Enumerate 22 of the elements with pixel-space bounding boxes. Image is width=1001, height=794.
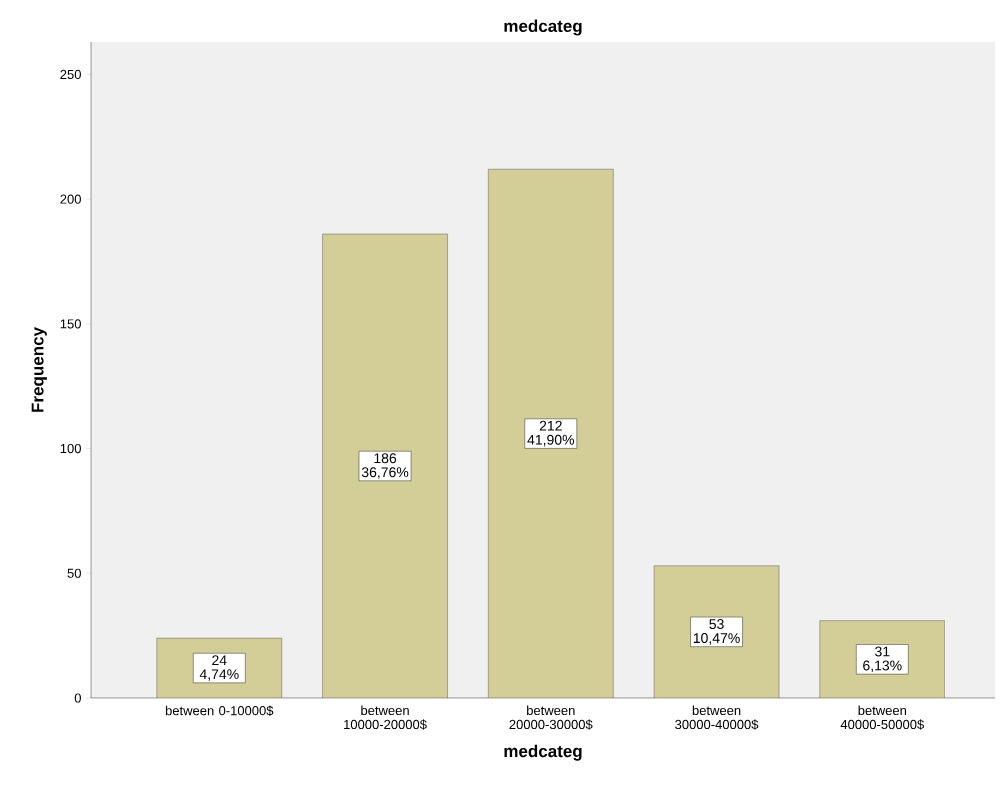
data-label: 186 36,76% [361,453,409,479]
x-tick-label: between 0-10000$ [165,705,274,717]
y-tick-label: 200 [60,194,81,204]
x-tick-label: between 30000-40000$ [675,705,759,730]
y-tick-label: 150 [60,319,81,329]
y-tick-label: 100 [60,443,81,454]
bar [322,233,448,698]
y-tick-label: 0 [74,693,81,703]
data-label: 31 6,13% [863,646,902,673]
y-tick-label: 250 [60,69,81,80]
x-tick-label: between 10000-20000$ [344,705,427,730]
chart-title: medcateg [504,19,582,36]
bar [488,168,614,698]
data-label: 24 4,74% [199,655,239,681]
data-label: 53 10,47% [693,619,740,645]
y-tick-label: 50 [67,568,81,578]
x-tick-label: between 20000-30000$ [509,705,593,730]
x-axis-title: medcateg [504,744,582,761]
bar [653,565,780,698]
x-tick-label: between 40000-50000$ [840,705,924,730]
y-axis-title: Frequency [31,327,47,412]
data-label: 212 41,90% [527,420,575,447]
